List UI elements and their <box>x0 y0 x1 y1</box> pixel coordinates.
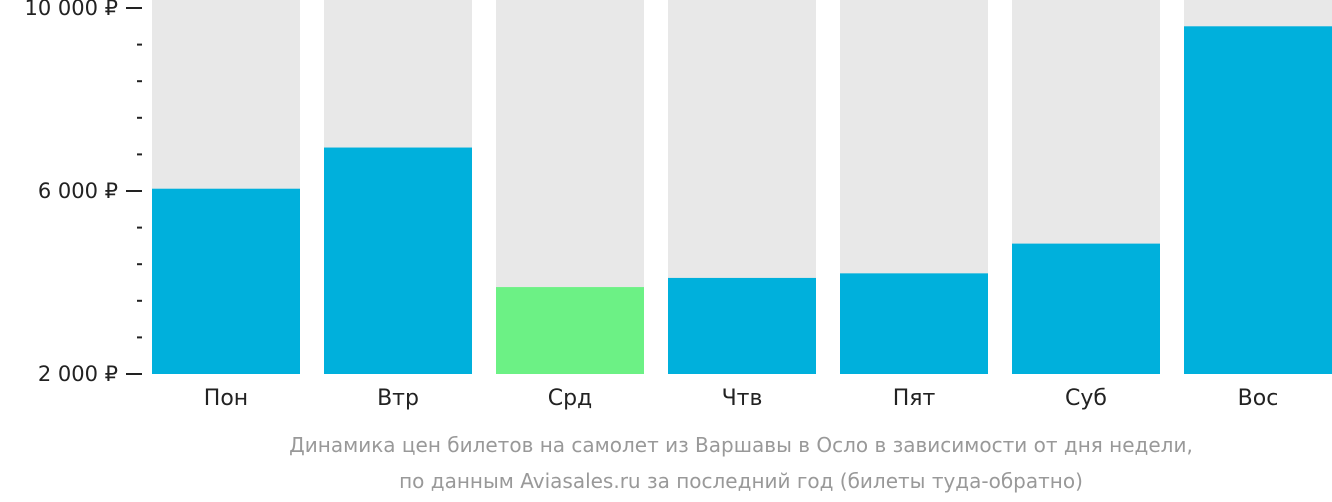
x-tick-label-1: Пон <box>204 386 248 411</box>
bar-2[interactable] <box>324 147 472 374</box>
x-tick-label-2: Втр <box>377 386 419 411</box>
x-tick-label-7: Вос <box>1238 386 1279 411</box>
bar-6[interactable] <box>1012 243 1160 374</box>
bar-4[interactable] <box>668 277 816 374</box>
bar-7[interactable] <box>1184 26 1332 375</box>
y-tick-label-3: 2 000 ₽ <box>38 362 118 386</box>
x-axis-labels: Пон Втр Срд Чтв Пят Суб Вос <box>204 386 1279 411</box>
x-tick-label-3: Срд <box>548 386 593 411</box>
x-tick-label-6: Суб <box>1065 386 1107 411</box>
x-tick-label-4: Чтв <box>722 386 763 411</box>
bars <box>152 26 1332 375</box>
y-tick-label-1: 10 000 ₽ <box>24 0 118 20</box>
bar-3[interactable] <box>496 287 644 374</box>
caption-line-2: по данным Aviasales.ru за последний год … <box>399 469 1083 493</box>
x-tick-label-5: Пят <box>893 386 936 411</box>
bar-1[interactable] <box>152 188 300 374</box>
chart-caption: Динамика цен билетов на самолет из Варша… <box>289 433 1193 493</box>
bar-5[interactable] <box>840 273 988 374</box>
y-axis: 10 000 ₽ 6 000 ₽ 2 000 ₽ <box>24 0 142 386</box>
y-tick-label-2: 6 000 ₽ <box>38 179 118 203</box>
caption-line-1: Динамика цен билетов на самолет из Варша… <box>289 433 1193 457</box>
